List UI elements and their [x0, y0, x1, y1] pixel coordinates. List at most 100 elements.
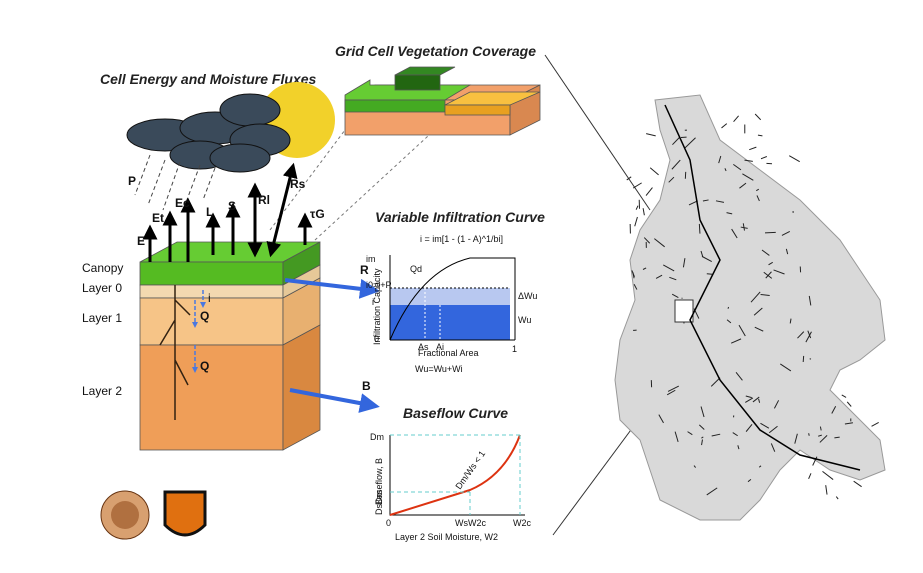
basin-map-part	[773, 269, 785, 275]
logos-part	[163, 490, 207, 537]
basin-map-part	[710, 377, 721, 387]
basin-map-part	[738, 324, 746, 337]
label: Q	[200, 309, 209, 323]
basin-map-part	[808, 295, 812, 306]
basin-map-part	[654, 238, 665, 248]
basin-map-part	[726, 212, 733, 215]
basin-map-part	[635, 205, 639, 210]
soil-flow-arrows	[192, 290, 206, 373]
vegetation-tiles-part	[444, 104, 511, 116]
basin-map-part	[715, 200, 725, 203]
basin-map-part	[750, 291, 761, 303]
basin-map-part	[633, 283, 638, 290]
soil-column-part	[139, 297, 284, 346]
weather-part	[126, 93, 291, 173]
basin-map-part	[687, 431, 693, 436]
basin-map-part	[666, 389, 676, 396]
basin-map-part	[632, 182, 642, 189]
basin-map-part	[753, 307, 763, 316]
infiltration-chart	[389, 255, 516, 341]
title: Grid Cell Vegetation Coverage	[335, 43, 536, 59]
basin-map-part	[752, 396, 760, 403]
infiltration-chart-part	[389, 255, 516, 341]
label: Rl	[258, 193, 270, 207]
basin-map-part	[780, 363, 792, 372]
basin-map-part	[674, 431, 679, 443]
vegetation-tiles-part	[344, 99, 446, 113]
basin-map-part	[785, 248, 789, 255]
basin-map-part	[649, 167, 659, 176]
label: Fractional Area	[418, 348, 479, 358]
basin-map-part	[701, 439, 703, 446]
weather	[126, 82, 335, 211]
soil-column	[139, 241, 321, 451]
label: im	[366, 254, 376, 264]
label: Dm	[370, 432, 384, 442]
basin-map-part	[768, 425, 778, 434]
basin-map-part	[655, 274, 663, 279]
label: Infiltration Capacity	[372, 268, 382, 345]
weather-part-part	[147, 159, 166, 206]
soil-column-part	[159, 285, 191, 420]
basin-map-part	[797, 331, 805, 339]
basin-map-part	[693, 465, 697, 468]
basin-map-part	[724, 168, 727, 172]
basin-map-part	[756, 195, 760, 202]
basin-map-part	[733, 115, 739, 123]
basin-map-part	[871, 422, 879, 427]
basin-map-part	[631, 270, 635, 278]
output-arrows-part	[284, 278, 380, 299]
basin-map-part	[844, 422, 853, 425]
basin-map-part	[805, 331, 812, 343]
basin-map-part	[794, 433, 798, 444]
output-arrows-part	[289, 388, 380, 413]
basin-map-part	[733, 163, 742, 171]
basin-map-part	[822, 471, 834, 480]
basin-map-part	[645, 187, 653, 196]
label: E	[137, 234, 145, 248]
basin-map-part	[756, 188, 760, 192]
basin-map-part	[674, 299, 694, 323]
basin-map-part	[706, 487, 718, 496]
basin-map-part	[760, 422, 770, 429]
soil-column-part	[282, 324, 321, 451]
basin-map-part	[754, 326, 764, 332]
infiltration-chart-part	[390, 288, 510, 305]
connectors-part	[552, 414, 643, 536]
basin-map-part	[841, 394, 847, 398]
basin-map-part	[730, 338, 742, 344]
weather-part-part	[202, 167, 216, 201]
basin-map-part	[701, 255, 712, 262]
title: Cell Energy and Moisture Fluxes	[100, 71, 316, 87]
basin-map-part	[818, 434, 823, 437]
basin-map-part	[664, 104, 861, 471]
weather-part	[134, 154, 216, 211]
label: Layer 1	[82, 311, 122, 325]
basin-map-part	[781, 231, 790, 236]
connectors-part	[314, 124, 441, 241]
label: WsW2c	[455, 518, 486, 528]
baseflow-chart-part	[389, 435, 525, 516]
label: Layer 2 Soil Moisture, W2	[395, 532, 498, 542]
basin-map-part	[807, 330, 812, 339]
basin-map-part	[671, 159, 681, 170]
basin-map-part	[698, 223, 701, 234]
basin-map-part	[642, 267, 647, 270]
infiltration-chart-part	[390, 305, 510, 340]
basin-map-part	[739, 182, 747, 189]
basin-map-part	[745, 424, 753, 432]
basin-map-part	[626, 176, 632, 181]
label: Wu	[518, 315, 531, 325]
label: Layer 0	[82, 281, 122, 295]
label: Rs	[290, 177, 306, 191]
basin-map-part	[742, 173, 754, 181]
weather-part-part	[162, 161, 181, 211]
basin-map-part	[702, 199, 709, 202]
basin-map-part	[834, 436, 840, 439]
basin-map-part	[825, 485, 828, 495]
basin-map-part	[768, 261, 773, 266]
basin-map-part	[671, 293, 679, 299]
basin-map-part	[668, 176, 675, 183]
basin-map-part	[700, 406, 705, 418]
label: Q	[200, 359, 209, 373]
